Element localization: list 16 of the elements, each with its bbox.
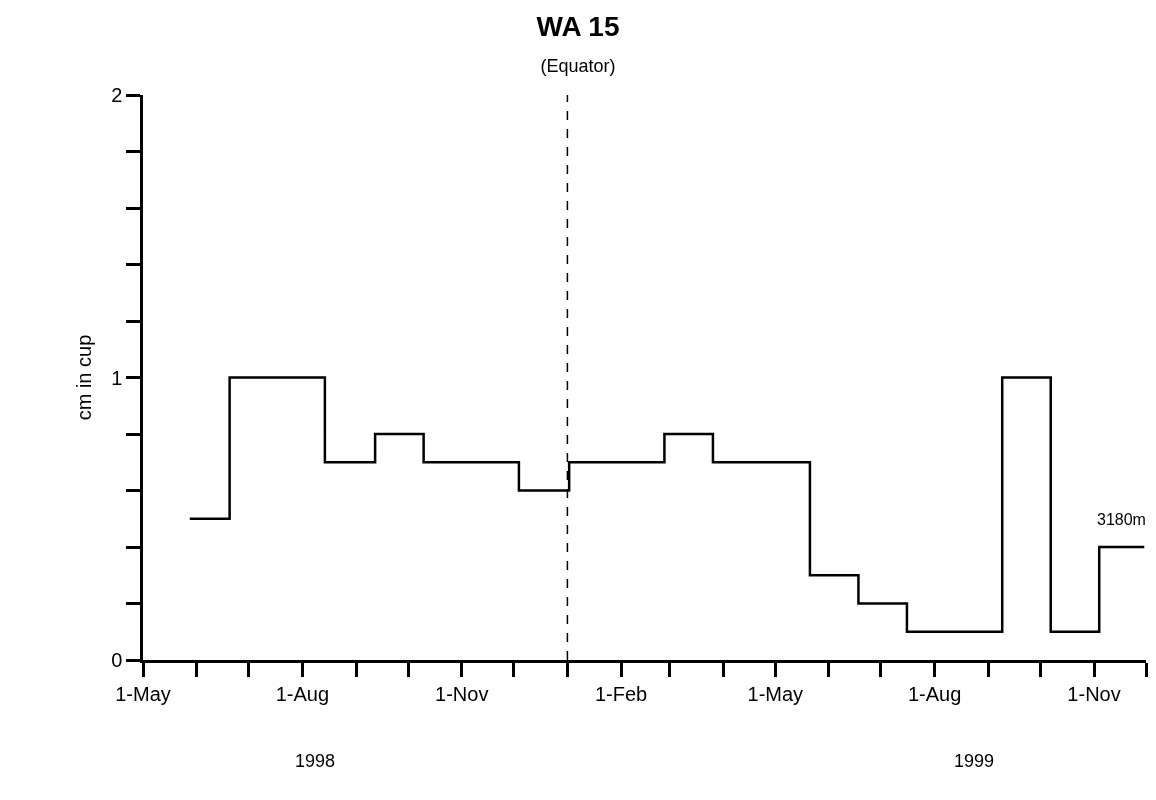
text: 1999 — [954, 751, 995, 771]
chart-title: WA 15 — [536, 11, 620, 42]
y-tick-label: 0 — [111, 649, 123, 671]
x-tick-label: 1-Feb — [594, 682, 648, 705]
x-tick-label: 1-Aug — [275, 682, 330, 705]
chart-subtitle: (Equator) — [540, 56, 616, 77]
y-tick-label: 1 — [111, 366, 123, 389]
x-tick-label: 1-May — [115, 682, 171, 705]
x-tick-label: 1-Aug — [907, 682, 962, 705]
x-tick-label: 1-May — [747, 682, 804, 705]
x-tick-label: 1-Nov — [1067, 682, 1121, 705]
text: 1998 — [295, 751, 336, 771]
x-tick-label: 1-Nov — [435, 682, 489, 705]
y-axis-title: cm in cup — [72, 334, 95, 421]
y-tick-label: 2 — [111, 84, 123, 106]
annotation: 3180m — [1097, 511, 1146, 528]
